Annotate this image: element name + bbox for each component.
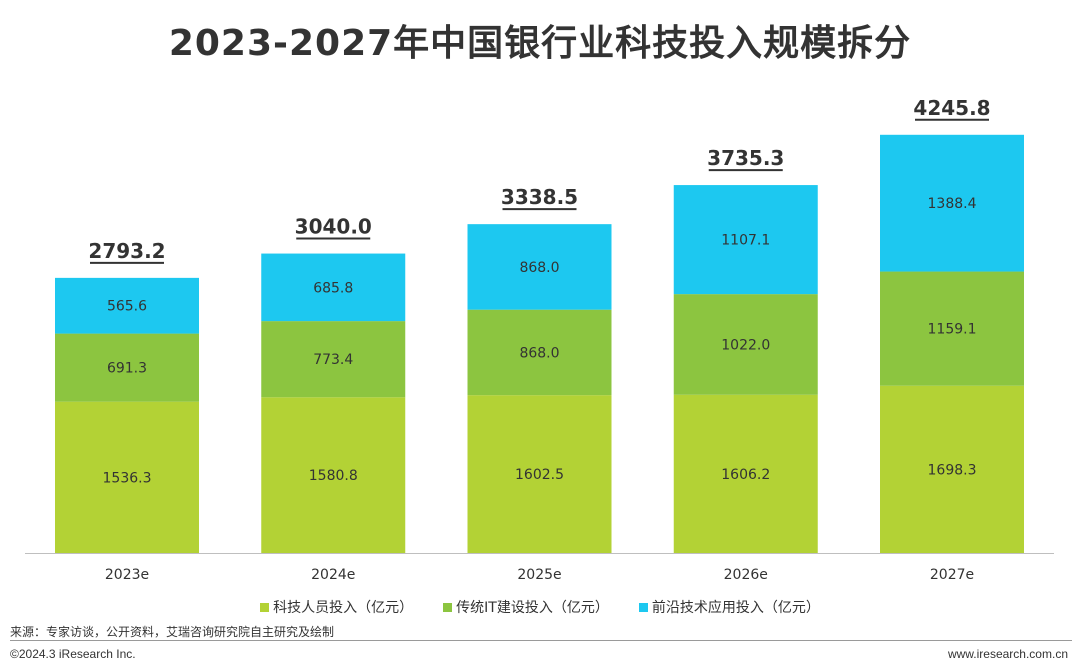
legend-swatch-staff	[260, 602, 270, 612]
bar-frontier-tech-2025e	[467, 224, 612, 310]
legend-label-traditional-it: 传统IT建设投入（亿元）	[456, 600, 609, 616]
value-label-frontier-tech-2026e: 1107.1	[721, 233, 770, 249]
bar-staff-2023e	[55, 401, 199, 553]
bar-frontier-tech-2024e	[261, 253, 406, 322]
value-label-staff-2027e: 1698.3	[928, 462, 977, 478]
total-label-2023e: 2793.2	[88, 239, 165, 263]
value-label-traditional-it-2023e: 691.3	[107, 361, 147, 377]
legend: 科技人员投入（亿元） 传统IT建设投入（亿元） 前沿技术应用投入（亿元）	[0, 597, 1080, 617]
value-label-traditional-it-2027e: 1159.1	[928, 322, 977, 338]
legend-label-staff: 科技人员投入（亿元）	[273, 600, 414, 616]
total-label-2024e: 3040.0	[295, 215, 372, 239]
legend-item-staff: 科技人员投入（亿元）	[260, 597, 413, 617]
value-label-traditional-it-2024e: 773.4	[313, 352, 353, 368]
value-label-frontier-tech-2023e: 565.6	[107, 299, 147, 315]
value-label-frontier-tech-2027e: 1388.4	[928, 196, 977, 212]
x-tick-label-2025e: 2025e	[517, 567, 561, 583]
bar-staff-2027e	[880, 385, 1024, 553]
copyright: ©2024.3 iResearch Inc.	[10, 647, 136, 661]
total-label-2027e: 4245.8	[913, 96, 990, 120]
bar-traditional-it-2026e	[673, 294, 818, 395]
value-label-staff-2023e: 1536.3	[103, 470, 152, 486]
x-tick-label-2024e: 2024e	[311, 567, 355, 583]
value-label-staff-2025e: 1602.5	[515, 467, 564, 483]
bar-staff-2025e	[467, 395, 612, 553]
chart-title: 2023-2027年中国银行业科技投入规模拆分	[168, 23, 912, 64]
bar-staff-2026e	[673, 394, 818, 553]
website-link[interactable]: www.iresearch.com.cn	[947, 647, 1068, 661]
legend-label-frontier-tech: 前沿技术应用投入（亿元）	[651, 600, 820, 616]
legend-item-traditional-it: 传统IT建设投入（亿元）	[443, 597, 609, 617]
bar-staff-2024e	[261, 397, 406, 553]
bar-frontier-tech-2026e	[673, 185, 818, 295]
bar-traditional-it-2027e	[880, 271, 1024, 386]
value-label-frontier-tech-2024e: 685.8	[313, 280, 353, 296]
footer-divider	[10, 640, 1072, 641]
total-label-2025e: 3338.5	[501, 185, 578, 209]
legend-swatch-traditional-it	[443, 602, 453, 612]
bar-traditional-it-2024e	[261, 321, 406, 398]
bar-frontier-tech-2027e	[880, 134, 1024, 272]
legend-item-frontier-tech: 前沿技术应用投入（亿元）	[638, 597, 820, 617]
legend-swatch-frontier-tech	[638, 602, 648, 612]
bar-traditional-it-2025e	[467, 309, 612, 396]
x-tick-label-2026e: 2026e	[724, 567, 768, 583]
x-tick-label-2027e: 2027e	[930, 567, 974, 583]
value-label-staff-2026e: 1606.2	[721, 467, 770, 483]
value-label-traditional-it-2025e: 868.0	[519, 345, 559, 361]
value-label-staff-2024e: 1580.8	[309, 468, 358, 484]
bar-traditional-it-2023e	[55, 333, 199, 402]
source-note: 来源：专家访谈，公开资料，艾瑞咨询研究院自主研究及绘制	[10, 625, 335, 639]
value-label-frontier-tech-2025e: 868.0	[519, 260, 559, 276]
x-tick-label-2023e: 2023e	[105, 567, 149, 583]
bar-frontier-tech-2023e	[55, 277, 199, 334]
value-label-traditional-it-2026e: 1022.0	[721, 337, 770, 353]
total-label-2026e: 3735.3	[707, 146, 784, 170]
stacked-bar-chart: 1536.3 691.3 565.6 2793.2 2023e 1580.8 773.4 68…	[25, 96, 1054, 583]
